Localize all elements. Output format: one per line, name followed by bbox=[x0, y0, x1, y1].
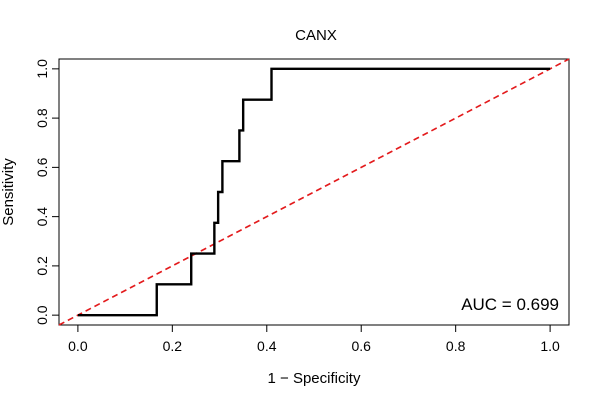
y-tick-label: 0.4 bbox=[34, 207, 50, 227]
auc-annotation: AUC = 0.699 bbox=[461, 295, 559, 314]
y-axis: 0.0 0.2 0.4 0.6 0.8 1.0 bbox=[34, 59, 60, 325]
y-tick-label: 0.0 bbox=[34, 305, 50, 325]
chance-diagonal-line bbox=[58, 58, 570, 326]
x-tick-label: 0.2 bbox=[163, 338, 183, 354]
roc-curve bbox=[77, 67, 551, 317]
x-tick-label: 0.8 bbox=[446, 338, 466, 354]
x-tick-label: 0.6 bbox=[351, 338, 371, 354]
y-tick-label: 0.2 bbox=[34, 256, 50, 276]
x-axis: 0.0 0.2 0.4 0.6 0.8 1.0 bbox=[68, 324, 560, 354]
plot-frame bbox=[58, 58, 570, 326]
y-tick-label: 1.0 bbox=[34, 59, 50, 79]
y-tick-label: 0.6 bbox=[34, 157, 50, 177]
y-tick-label: 0.8 bbox=[34, 108, 50, 128]
x-tick-label: 1.0 bbox=[540, 338, 560, 354]
chart-title: CANX bbox=[295, 27, 337, 44]
y-axis-label: Sensitivity bbox=[0, 158, 17, 226]
roc-layer bbox=[58, 58, 570, 326]
x-axis-label: 1 − Specificity bbox=[268, 370, 361, 387]
x-tick-label: 0.0 bbox=[68, 338, 88, 354]
x-tick-label: 0.4 bbox=[257, 338, 277, 354]
